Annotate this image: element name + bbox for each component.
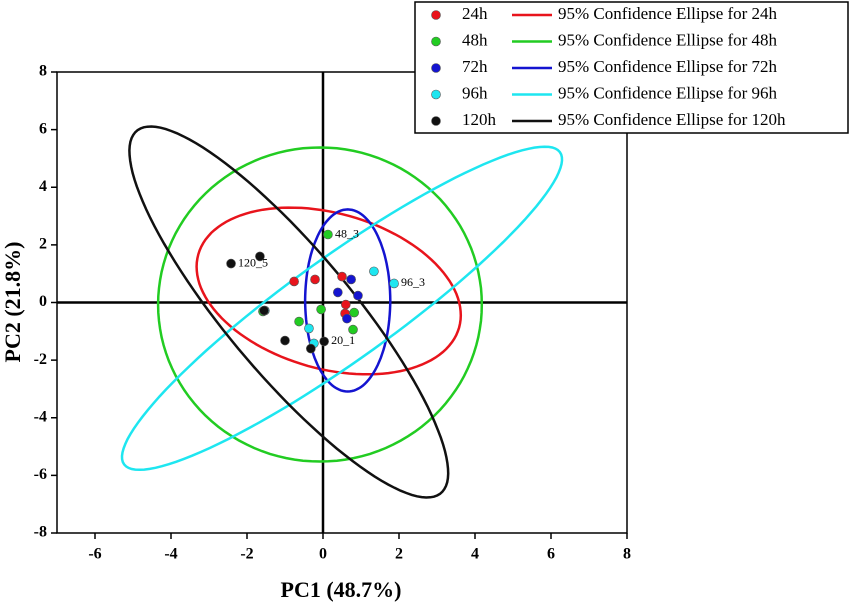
x-tick-label: -6 — [88, 546, 101, 563]
point — [310, 274, 320, 285]
y-tick-label: -6 — [34, 466, 47, 483]
point — [337, 271, 347, 282]
y-tick-label: 4 — [39, 178, 47, 195]
y-tick-label: 8 — [39, 63, 47, 80]
x-tick-label: 6 — [547, 546, 555, 563]
legend-marker — [431, 89, 441, 100]
legend-box — [414, 1, 849, 134]
point — [348, 324, 358, 335]
y-axis-label: PC2 (21.8%) — [0, 242, 25, 363]
x-tick-label: 8 — [623, 546, 631, 563]
x-tick-label: 4 — [471, 546, 479, 563]
legend-label: 120h — [462, 110, 497, 129]
confidence-ellipse — [128, 125, 450, 499]
legend-label: 96h — [462, 83, 488, 102]
y-tick-label: 0 — [39, 293, 47, 310]
legend-label: 48h — [462, 30, 488, 49]
y-tick-label: 6 — [39, 120, 47, 137]
x-tick-label: 0 — [319, 546, 327, 563]
x-tick-label: -4 — [164, 546, 177, 563]
point — [289, 276, 299, 287]
legend-marker — [431, 116, 441, 126]
legend-label: 95% Confidence Ellipse for 24h — [558, 4, 778, 23]
legend-marker — [431, 10, 441, 20]
y-tick-label: 2 — [39, 236, 47, 253]
point — [255, 251, 265, 262]
legend-marker — [431, 36, 441, 47]
y-tick-label: -4 — [34, 408, 47, 425]
point-annotation: 96_3 — [401, 275, 425, 289]
point — [280, 335, 290, 346]
legend-label: 95% Confidence Ellipse for 120h — [558, 110, 786, 129]
legend-label: 24h — [462, 4, 488, 23]
x-tick-label: -2 — [240, 546, 253, 563]
point — [319, 336, 329, 347]
x-axis-label: PC1 (48.7%) — [281, 577, 402, 602]
y-tick-label: -2 — [34, 351, 47, 368]
x-tick-label: 2 — [395, 546, 403, 563]
confidence-ellipse — [120, 145, 564, 472]
point — [346, 274, 356, 285]
point — [389, 278, 399, 289]
legend-label: 95% Confidence Ellipse for 72h — [558, 57, 778, 76]
point — [226, 258, 236, 269]
point — [333, 287, 343, 298]
point — [349, 307, 359, 318]
point-annotation: 48_3 — [335, 226, 359, 240]
confidence-ellipse — [195, 206, 463, 376]
confidence-ellipse — [156, 146, 484, 463]
y-tick-label: -8 — [34, 524, 47, 541]
point — [353, 290, 363, 301]
plot-area — [120, 125, 564, 499]
point — [306, 343, 316, 354]
legend-marker — [431, 63, 441, 73]
point — [259, 305, 269, 316]
point — [304, 323, 314, 334]
point — [316, 304, 326, 315]
legend-label: 72h — [462, 57, 488, 76]
legend-label: 95% Confidence Ellipse for 96h — [558, 83, 778, 102]
point — [369, 266, 379, 277]
point — [323, 229, 333, 240]
point-annotation: 120_5 — [238, 255, 268, 269]
legend: 24h 95% Confidence Ellipse for 24h 48h 95% … — [414, 1, 849, 134]
point — [294, 316, 304, 327]
point-annotation: 20_1 — [331, 333, 355, 347]
confidence-ellipse — [303, 208, 392, 393]
point — [342, 313, 352, 324]
legend-label: 95% Confidence Ellipse for 48h — [558, 30, 778, 49]
point — [340, 299, 351, 310]
